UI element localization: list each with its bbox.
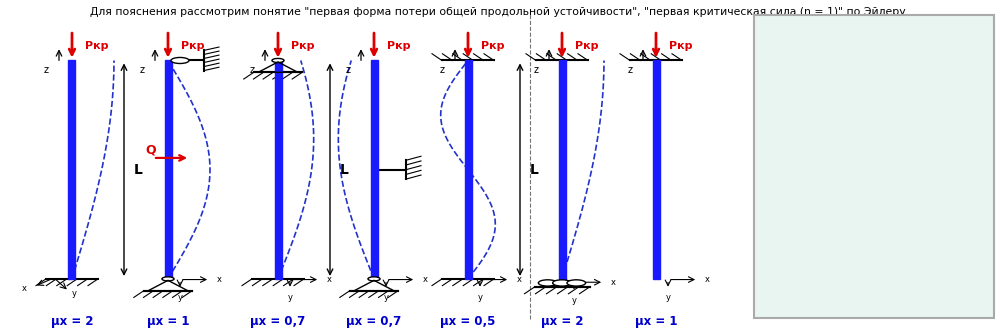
Text: y: y <box>478 293 483 302</box>
Text: y: y <box>666 293 670 302</box>
Text: Ркрх =: Ркрх = <box>772 150 822 163</box>
Text: y: y <box>72 290 76 298</box>
Bar <box>370 60 378 279</box>
Text: μx = 0,7: μx = 0,7 <box>250 314 306 328</box>
Text: (μₓ·L)²: (μₓ·L)² <box>881 178 928 191</box>
Text: (μᵧ·L)²: (μᵧ·L)² <box>880 276 928 289</box>
Text: μx = 0,7: μx = 0,7 <box>346 314 402 328</box>
Text: Ркр: Ркр <box>181 41 205 51</box>
Text: Ркру =: Ркру = <box>772 247 822 260</box>
Text: L: L <box>134 163 143 177</box>
Bar <box>653 60 660 279</box>
Bar <box>559 60 566 279</box>
Text: μx = 1: μx = 1 <box>635 314 677 328</box>
Text: y: y <box>288 293 293 302</box>
Text: n²π² (EJₓ): n²π² (EJₓ) <box>870 121 938 134</box>
Text: z: z <box>140 65 145 75</box>
Text: Ркр: Ркр <box>291 41 315 51</box>
Text: x: x <box>423 275 428 284</box>
Text: y: y <box>572 296 577 305</box>
Text: z: z <box>534 65 538 75</box>
Text: z: z <box>440 65 444 75</box>
Circle shape <box>567 280 586 286</box>
Bar <box>68 60 75 279</box>
Text: y: y <box>178 293 183 302</box>
Circle shape <box>553 280 571 286</box>
Text: Ркр: Ркр <box>669 41 692 51</box>
Text: n²π² (EJᵧ): n²π² (EJᵧ) <box>870 219 938 232</box>
Text: x: x <box>327 275 332 284</box>
Text: L: L <box>340 163 349 177</box>
Text: y: y <box>384 293 388 302</box>
FancyBboxPatch shape <box>754 15 994 318</box>
Text: x: x <box>22 285 26 293</box>
Text: z: z <box>346 65 351 75</box>
Text: критической продольной силы: критической продольной силы <box>762 72 986 85</box>
Text: x: x <box>517 275 522 284</box>
Text: x: x <box>705 275 710 284</box>
Bar <box>164 60 172 279</box>
Bar <box>464 60 472 279</box>
Text: Ркр: Ркр <box>481 41 505 51</box>
Circle shape <box>368 277 380 281</box>
Text: z: z <box>44 65 48 75</box>
Circle shape <box>272 58 284 62</box>
Text: μx = 2: μx = 2 <box>541 314 583 328</box>
Circle shape <box>538 280 557 286</box>
Text: Ркр: Ркр <box>387 41 411 51</box>
Text: μx = 2: μx = 2 <box>51 314 93 328</box>
Text: Формула Эйлера расчета: Формула Эйлера расчета <box>782 34 966 47</box>
Text: x: x <box>217 275 222 284</box>
Circle shape <box>171 57 189 64</box>
Text: Ркр: Ркр <box>575 41 599 51</box>
Text: μx = 1: μx = 1 <box>147 314 189 328</box>
Text: z: z <box>628 65 633 75</box>
Text: μx = 0,5: μx = 0,5 <box>440 314 496 328</box>
Bar <box>274 60 282 279</box>
Text: L: L <box>530 163 539 177</box>
Text: x: x <box>611 278 616 287</box>
Text: Для пояснения рассмотрим понятие "первая форма потери общей продольной устойчиво: Для пояснения рассмотрим понятие "первая… <box>90 7 910 17</box>
Text: Q: Q <box>145 143 156 157</box>
Circle shape <box>162 277 174 281</box>
Text: z: z <box>250 65 254 75</box>
Text: Ркр: Ркр <box>85 41 108 51</box>
